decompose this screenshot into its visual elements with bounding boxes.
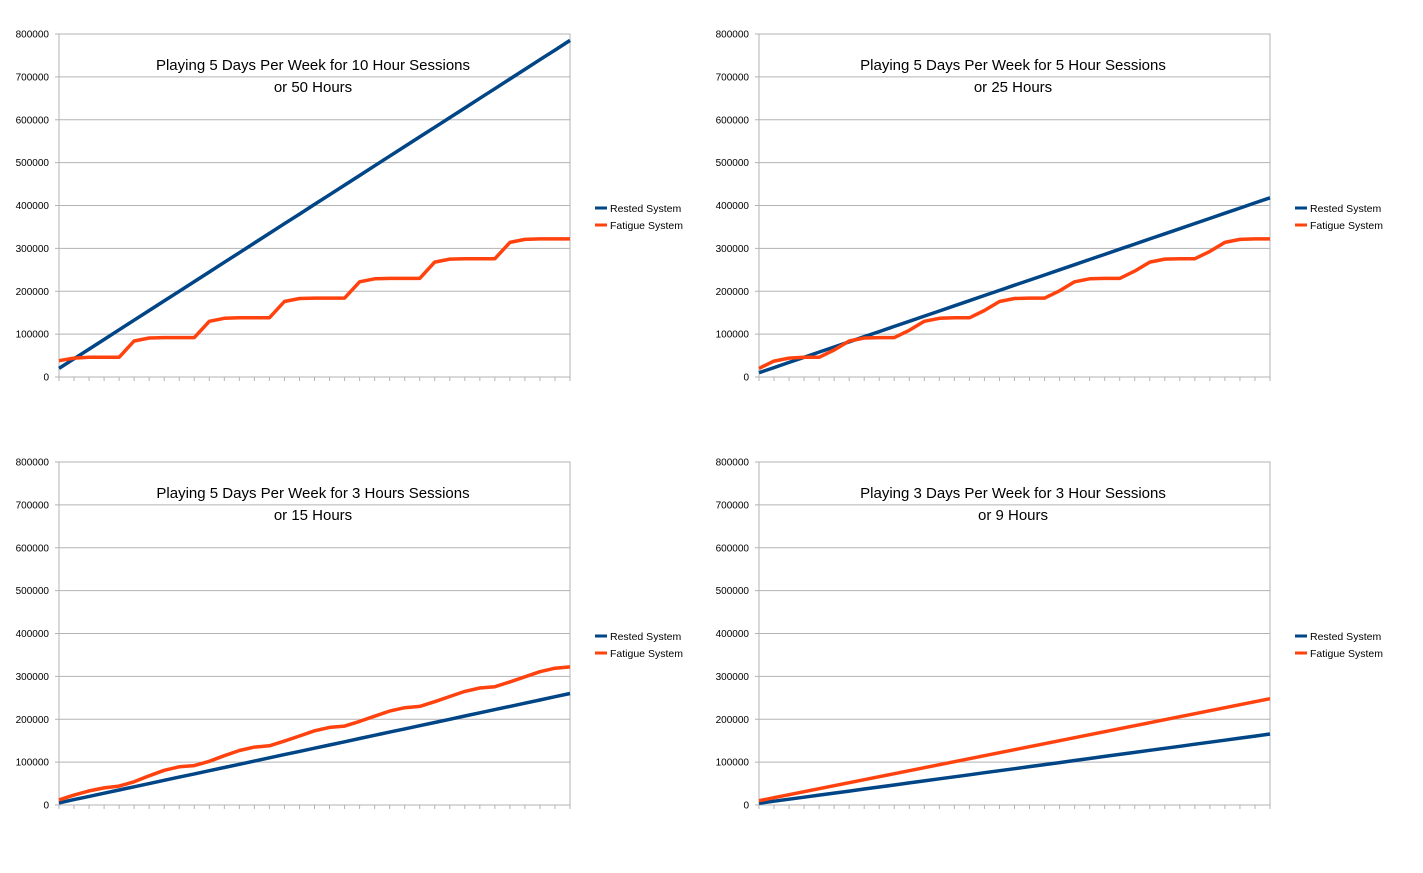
chart-4-title-line2: or 9 Hours xyxy=(978,507,1048,524)
chart-4-y-tick-label: 800000 xyxy=(716,458,750,469)
chart-4-series-rested-line xyxy=(758,732,1271,806)
chart-1-y-tick-label: 400000 xyxy=(16,201,50,212)
chart-1-y-tick-label: 500000 xyxy=(16,158,50,169)
chart-4-y-tick-label: 100000 xyxy=(716,758,750,769)
chart-2-legend-label-1: Rested System xyxy=(1310,203,1381,215)
chart-2-svg: 0 100000 200000 300000 400000 500000 600000 700… xyxy=(716,30,1384,384)
chart-4-y-tick-label: 0 xyxy=(743,801,749,812)
chart-2-y-tick-label: 800000 xyxy=(716,30,750,41)
chart-1-title-line2: or 50 Hours xyxy=(274,79,352,96)
chart-1-y-tick-label: 200000 xyxy=(16,287,50,298)
chart-1-y-tick-label: 700000 xyxy=(16,72,50,83)
chart-3-y-tick-label: 700000 xyxy=(16,500,50,511)
chart-1-series-rested-line xyxy=(58,38,571,370)
chart-1-series-fatigue-line xyxy=(58,237,570,363)
chart-2-series-rested-line xyxy=(758,196,1271,375)
chart-3-y-tick-label: 600000 xyxy=(16,543,50,554)
chart-4-svg: 0 100000 200000 300000 400000 500000 600000 700… xyxy=(716,458,1384,812)
chart-4-y-tick-label: 700000 xyxy=(716,500,750,511)
chart-4-y-tick-label: 500000 xyxy=(716,586,750,597)
chart-3-legend-label-1: Rested System xyxy=(610,631,681,643)
chart-1-legend-label-2: Fatigue System xyxy=(610,220,683,232)
chart-4-series-fatigue-line xyxy=(758,696,1271,803)
chart-panel-4: 0 100000 200000 300000 400000 500000 600000 700… xyxy=(700,428,1411,864)
chart-3-title-line2: or 15 Hours xyxy=(274,507,352,524)
chart-2-y-tick-label: 100000 xyxy=(716,330,750,341)
chart-3-y-tick-label: 100000 xyxy=(16,758,50,769)
chart-3-y-tick-label: 800000 xyxy=(16,458,50,469)
chart-panel-1: 0 100000 200000 300000 400000 500000 600000 700… xyxy=(0,0,711,436)
chart-2-y-tick-label: 0 xyxy=(743,373,749,384)
chart-2-y-tick-label: 400000 xyxy=(716,201,750,212)
chart-2-y-tick-label: 300000 xyxy=(716,244,750,255)
chart-2-y-tick-label: 600000 xyxy=(716,115,750,126)
chart-2-title-line1: Playing 5 Days Per Week for 5 Hour Sessi… xyxy=(860,57,1166,74)
chart-4-y-tick-label: 400000 xyxy=(716,629,750,640)
chart-1-legend-label-1: Rested System xyxy=(610,203,681,215)
chart-1-svg: 0 100000 200000 300000 400000 500000 600000 700… xyxy=(16,30,684,384)
chart-1-title-line1: Playing 5 Days Per Week for 10 Hour Sess… xyxy=(156,57,470,74)
chart-4-y-tick-label: 600000 xyxy=(716,543,750,554)
chart-3-y-tick-label: 0 xyxy=(43,801,49,812)
chart-2-y-tick-label: 200000 xyxy=(716,287,750,298)
chart-3-series-rested-line xyxy=(58,691,571,805)
chart-4-y-tick-label: 200000 xyxy=(716,715,750,726)
chart-3-series-fatigue-line xyxy=(58,665,571,802)
chart-2-y-tick-label: 700000 xyxy=(716,72,750,83)
chart-2-legend-label-2: Fatigue System xyxy=(1310,220,1383,232)
chart-3-y-tick-label: 400000 xyxy=(16,629,50,640)
chart-3-y-tick-label: 300000 xyxy=(16,672,50,683)
chart-1-y-tick-label: 100000 xyxy=(16,330,50,341)
chart-2-y-tick-label: 500000 xyxy=(716,158,750,169)
chart-2-series-fatigue-line xyxy=(758,237,1270,370)
chart-4-legend-label-2: Fatigue System xyxy=(1310,648,1383,660)
chart-panel-3: 0 100000 200000 300000 400000 500000 600000 700… xyxy=(0,428,711,864)
chart-3-y-tick-label: 200000 xyxy=(16,715,50,726)
chart-1-y-tick-label: 300000 xyxy=(16,244,50,255)
chart-3-legend-label-2: Fatigue System xyxy=(610,648,683,660)
chart-1-y-tick-label: 600000 xyxy=(16,115,50,126)
chart-1-y-tick-label: 0 xyxy=(43,373,49,384)
chart-3-title-line1: Playing 5 Days Per Week for 3 Hours Sess… xyxy=(156,485,469,502)
chart-1-y-tick-label: 800000 xyxy=(16,30,50,41)
chart-4-y-tick-label: 300000 xyxy=(716,672,750,683)
chart-3-y-tick-label: 500000 xyxy=(16,586,50,597)
chart-2-title-line2: or 25 Hours xyxy=(974,79,1052,96)
chart-panel-2: 0 100000 200000 300000 400000 500000 600000 700… xyxy=(700,0,1411,436)
chart-4-legend-label-1: Rested System xyxy=(1310,631,1381,643)
chart-3-svg: 0 100000 200000 300000 400000 500000 600000 700… xyxy=(16,458,684,812)
chart-4-title-line1: Playing 3 Days Per Week for 3 Hour Sessi… xyxy=(860,485,1166,502)
